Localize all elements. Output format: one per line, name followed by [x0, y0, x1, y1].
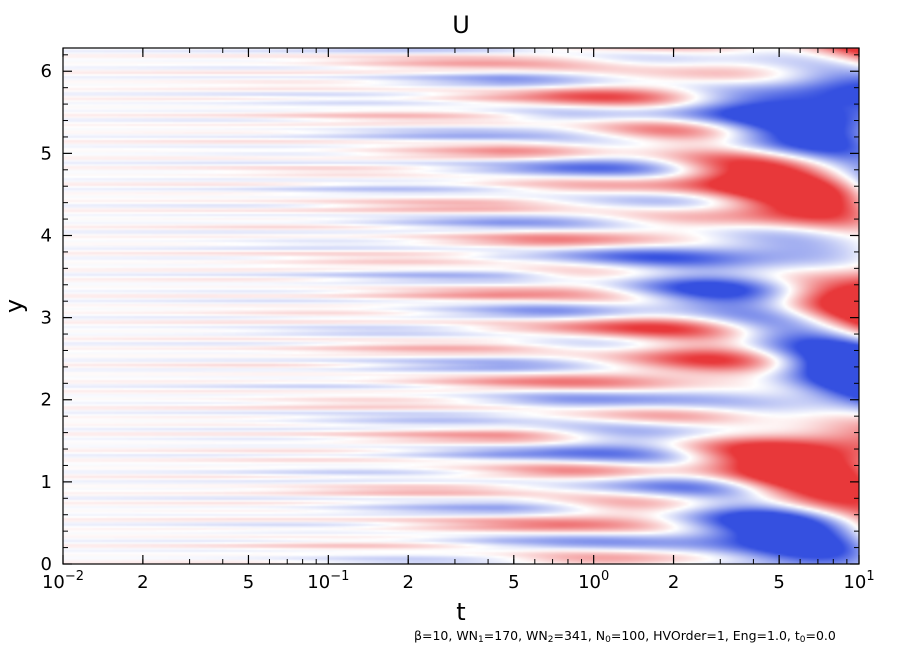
fn-n0-sub: 0: [605, 635, 611, 645]
y-tick-label: 6: [41, 61, 52, 82]
x-tick-label: 100: [578, 569, 609, 593]
fn-wn1-val: =170,: [483, 628, 527, 643]
fn-wn2-val: =341,: [553, 628, 596, 643]
heatmap-field: [63, 48, 859, 564]
fn-t0-sub: 0: [799, 635, 806, 645]
fn-rest: HVOrder=1, Eng=1.0, t: [653, 628, 800, 643]
fn-rest-val: =0.0: [805, 628, 836, 643]
x-tick-label: 2: [668, 572, 679, 593]
x-tick-label: 10−2: [42, 569, 84, 593]
x-tick-label: 5: [773, 572, 784, 593]
fn-wn1: WN: [456, 628, 479, 643]
x-tick-label: 5: [508, 572, 519, 593]
fn-wn2-sub: 2: [547, 635, 554, 645]
x-tick-label: 2: [137, 572, 148, 593]
y-tick-label: 1: [41, 472, 52, 493]
plot-frame: [62, 47, 860, 565]
x-tick-label: 2: [402, 572, 413, 593]
x-axis-title: t: [456, 598, 465, 626]
fn-wn2: WN: [526, 628, 548, 643]
y-tick-label: 3: [41, 308, 52, 329]
y-tick-label: 2: [41, 390, 52, 411]
y-tick-label: 0: [41, 554, 52, 575]
fn-n0: N: [595, 628, 606, 643]
fn-wn1-sub: 1: [478, 635, 484, 645]
chart-title: U: [452, 11, 470, 39]
x-tick-label: 10−1: [307, 569, 349, 593]
heatmap-image: [63, 48, 859, 564]
fn-n0-val: =100,: [610, 628, 654, 643]
parameters-footnote: β=10, WN1=170, WN2=341, N0=100, HVOrder=…: [414, 628, 836, 645]
y-tick-label: 4: [41, 225, 52, 246]
x-tick-label: 101: [843, 569, 874, 593]
y-axis-ticks: 0 1 2 3 4 5 6: [41, 54, 859, 575]
fn-beta: β=10,: [414, 628, 457, 643]
y-tick-label: 5: [41, 143, 52, 164]
x-tick-label: 5: [243, 572, 254, 593]
x-axis-ticks: 10−2 2 5 10−1 2 5 100 2 5 101: [42, 48, 875, 593]
y-axis-title: y: [0, 299, 28, 313]
